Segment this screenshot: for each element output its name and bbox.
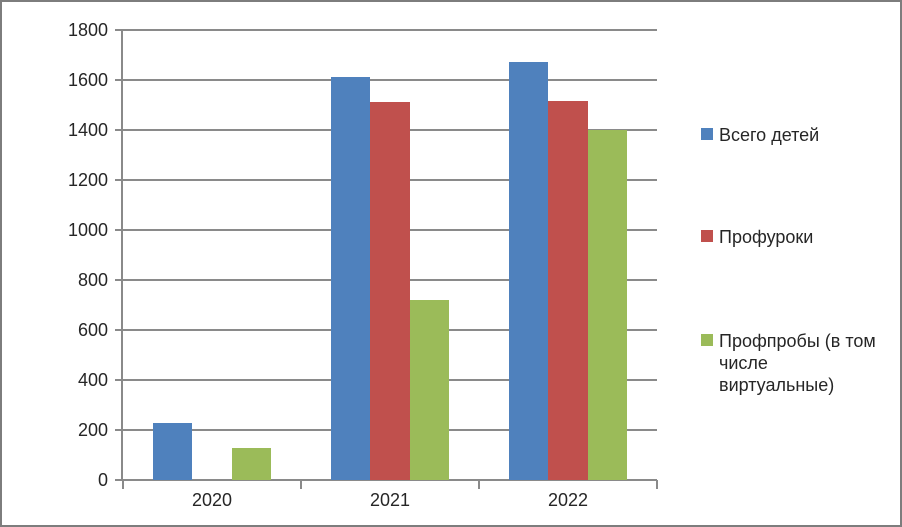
y-axis-tick bbox=[115, 379, 125, 381]
x-axis-tick bbox=[478, 480, 480, 489]
legend-item: Всего детей bbox=[701, 124, 891, 146]
y-axis-tick-label: 1400 bbox=[67, 120, 108, 140]
legend-swatch-icon bbox=[701, 128, 713, 140]
y-axis-tick bbox=[115, 29, 125, 31]
x-axis-tick bbox=[656, 480, 658, 489]
y-axis-line bbox=[121, 29, 123, 481]
y-axis-tick-label: 0 bbox=[97, 470, 108, 490]
y-axis-tick bbox=[115, 479, 125, 481]
y-axis-tick-label: 800 bbox=[77, 270, 108, 290]
x-axis-tick bbox=[300, 480, 302, 489]
gridline bbox=[123, 79, 657, 81]
x-axis-tick bbox=[122, 480, 124, 489]
y-axis-tick bbox=[115, 329, 125, 331]
y-axis-tick bbox=[115, 229, 125, 231]
y-axis-tick-label: 200 bbox=[77, 420, 108, 440]
bar bbox=[548, 100, 588, 480]
x-axis-category-label: 2022 bbox=[547, 490, 589, 510]
bar bbox=[509, 61, 549, 480]
y-axis-tick bbox=[115, 179, 125, 181]
legend-item: Профуроки bbox=[701, 226, 891, 248]
plot-area bbox=[115, 29, 658, 489]
legend-item-label: Профпробы (в том числе виртуальные) bbox=[719, 331, 876, 395]
y-axis-tick bbox=[115, 79, 125, 81]
legend-item: Профпробы (в том числе виртуальные) bbox=[701, 330, 891, 396]
legend-item-label: Профуроки bbox=[719, 227, 814, 247]
gridline bbox=[123, 29, 657, 31]
y-axis-tick-label: 600 bbox=[77, 320, 108, 340]
y-axis-tick-label: 400 bbox=[77, 370, 108, 390]
y-axis-tick-label: 1000 bbox=[67, 220, 108, 240]
bar bbox=[409, 300, 450, 480]
y-axis-tick-label: 1600 bbox=[67, 70, 108, 90]
legend-item-label: Всего детей bbox=[719, 125, 820, 145]
y-axis-tick-label: 1200 bbox=[67, 170, 108, 190]
x-axis-line bbox=[123, 479, 657, 481]
legend-swatch-icon bbox=[701, 334, 713, 346]
y-axis-tick bbox=[115, 429, 125, 431]
legend: Всего детей Профуроки Профпробы (в том ч… bbox=[701, 2, 896, 525]
x-axis-category-label: 2020 bbox=[191, 490, 233, 510]
x-axis-category-label: 2021 bbox=[369, 490, 411, 510]
bar bbox=[153, 422, 193, 480]
bar bbox=[587, 130, 628, 480]
y-axis-tick-label: 1800 bbox=[67, 20, 108, 40]
bar bbox=[331, 77, 371, 480]
y-axis-tick bbox=[115, 129, 125, 131]
y-axis-tick bbox=[115, 279, 125, 281]
bar bbox=[370, 102, 410, 480]
legend-swatch-icon bbox=[701, 230, 713, 242]
bar bbox=[231, 447, 272, 480]
